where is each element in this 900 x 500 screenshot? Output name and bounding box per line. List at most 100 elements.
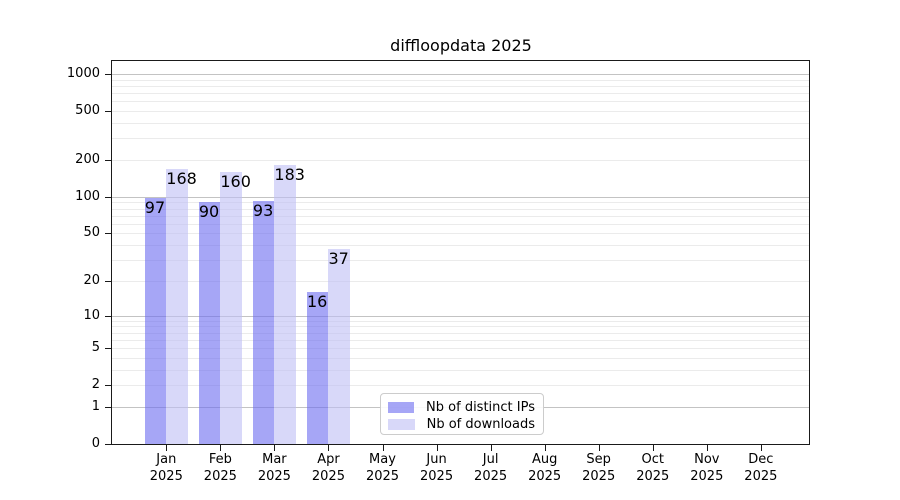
x-tick-mark xyxy=(760,445,762,451)
x-tick-label-mar: Mar 2025 xyxy=(242,451,306,485)
bar-nb-of-distinct-ips-apr: 16 xyxy=(306,292,329,444)
x-tick-label-feb: Feb 2025 xyxy=(188,451,252,485)
x-tick-label-apr: Apr 2025 xyxy=(296,451,360,485)
y-tick-label: 1000 xyxy=(66,66,100,81)
minor-gridline xyxy=(112,93,809,95)
month-year: 2025 xyxy=(582,469,616,484)
chart-title: diffloopdata 2025 xyxy=(390,36,532,55)
legend-swatch-distinct-ips xyxy=(388,401,415,413)
x-tick-mark xyxy=(220,445,222,451)
month-year: 2025 xyxy=(528,469,562,484)
minor-gridline xyxy=(112,233,809,235)
minor-gridline xyxy=(112,385,809,387)
x-tick-label-dec: Dec 2025 xyxy=(729,451,793,485)
major-gridline xyxy=(112,74,809,75)
minor-gridline xyxy=(112,348,809,350)
month-name: Apr xyxy=(317,452,340,467)
y-tick-mark xyxy=(105,159,111,161)
y-tick-mark xyxy=(105,385,111,387)
y-tick-label: 20 xyxy=(83,272,100,288)
x-tick-label-may: May 2025 xyxy=(351,451,415,485)
y-tick-mark xyxy=(105,280,111,282)
month-name: Feb xyxy=(208,452,232,467)
minor-gridline xyxy=(112,208,809,210)
month-name: Sep xyxy=(586,452,611,467)
month-name: May xyxy=(369,452,396,467)
bar-nb-of-downloads-mar: 183 xyxy=(274,164,305,444)
minor-gridline xyxy=(112,215,809,217)
minor-gridline xyxy=(112,101,809,103)
x-tick-mark xyxy=(652,445,654,451)
y-tick-label: 5 xyxy=(91,340,100,356)
bar-nb-of-downloads-apr: 37 xyxy=(328,249,350,444)
legend-item-downloads: Nb of downloads xyxy=(388,416,535,432)
plot-area: 97 90 93 16 168 160 183 37 xyxy=(112,61,809,444)
x-tick-label-aug: Aug 2025 xyxy=(513,451,577,485)
month-name: Aug xyxy=(531,452,558,467)
minor-gridline xyxy=(112,122,809,124)
month-year: 2025 xyxy=(744,469,778,484)
minor-gridline xyxy=(112,260,809,262)
x-tick-label-nov: Nov 2025 xyxy=(675,451,739,485)
y-tick-mark xyxy=(105,406,111,408)
x-tick-mark xyxy=(706,445,708,451)
month-year: 2025 xyxy=(149,469,183,484)
legend-swatch-downloads xyxy=(388,418,415,430)
legend-label-distinct-ips: Nb of distinct IPs xyxy=(426,399,535,415)
month-name: Dec xyxy=(748,452,774,467)
major-gridline xyxy=(112,196,809,198)
y-tick-label: 50 xyxy=(83,225,100,241)
y-tick-label: 1 xyxy=(91,398,100,414)
y-tick-mark xyxy=(105,196,111,198)
x-tick-mark xyxy=(274,445,276,451)
month-name: Oct xyxy=(641,452,664,467)
month-year: 2025 xyxy=(311,469,345,484)
month-year: 2025 xyxy=(203,469,237,484)
x-tick-label-jul: Jul 2025 xyxy=(459,451,523,485)
bar-nb-of-downloads-feb: 160 xyxy=(220,171,251,444)
y-tick-mark xyxy=(105,74,111,75)
month-name: Jul xyxy=(482,452,499,467)
month-name: Nov xyxy=(694,452,720,467)
legend-item-distinct-ips: Nb of distinct IPs xyxy=(388,399,535,415)
y-tick-label: 2 xyxy=(91,377,100,393)
minor-gridline xyxy=(112,339,809,341)
x-tick-label-jan: Jan 2025 xyxy=(134,451,198,485)
x-tick-mark xyxy=(436,445,438,451)
minor-gridline xyxy=(112,245,809,247)
y-tick-label: 500 xyxy=(75,103,100,119)
x-tick-mark xyxy=(598,445,600,451)
month-year: 2025 xyxy=(636,469,670,484)
x-tick-mark xyxy=(166,445,168,451)
y-tick-mark xyxy=(105,348,111,350)
y-tick-label: 200 xyxy=(75,151,100,167)
legend: Nb of distinct IPs Nb of downloads xyxy=(380,393,544,435)
x-tick-mark xyxy=(544,445,546,451)
month-year: 2025 xyxy=(420,469,454,484)
y-tick-label: 0 xyxy=(91,436,100,451)
minor-gridline xyxy=(112,357,809,359)
minor-gridline xyxy=(112,326,809,328)
minor-gridline xyxy=(112,369,809,371)
minor-gridline xyxy=(112,320,809,322)
y-tick-mark xyxy=(105,233,111,235)
minor-gridline xyxy=(112,223,809,225)
bar-nb-of-distinct-ips-jan: 97 xyxy=(144,198,167,444)
month-name: Mar xyxy=(262,452,287,467)
x-tick-label-oct: Oct 2025 xyxy=(621,451,685,485)
month-year: 2025 xyxy=(474,469,508,484)
y-tick-mark xyxy=(105,444,111,445)
x-tick-mark xyxy=(490,445,492,451)
minor-gridline xyxy=(112,159,809,161)
minor-gridline xyxy=(112,138,809,140)
y-tick-mark xyxy=(105,111,111,113)
minor-gridline xyxy=(112,332,809,334)
minor-gridline xyxy=(112,79,809,81)
x-tick-label-sep: Sep 2025 xyxy=(567,451,631,485)
minor-gridline xyxy=(112,280,809,282)
bar-nb-of-distinct-ips-mar: 93 xyxy=(252,200,275,444)
bar-nb-of-distinct-ips-feb: 90 xyxy=(198,202,221,444)
major-gridline xyxy=(112,315,809,317)
month-year: 2025 xyxy=(690,469,724,484)
